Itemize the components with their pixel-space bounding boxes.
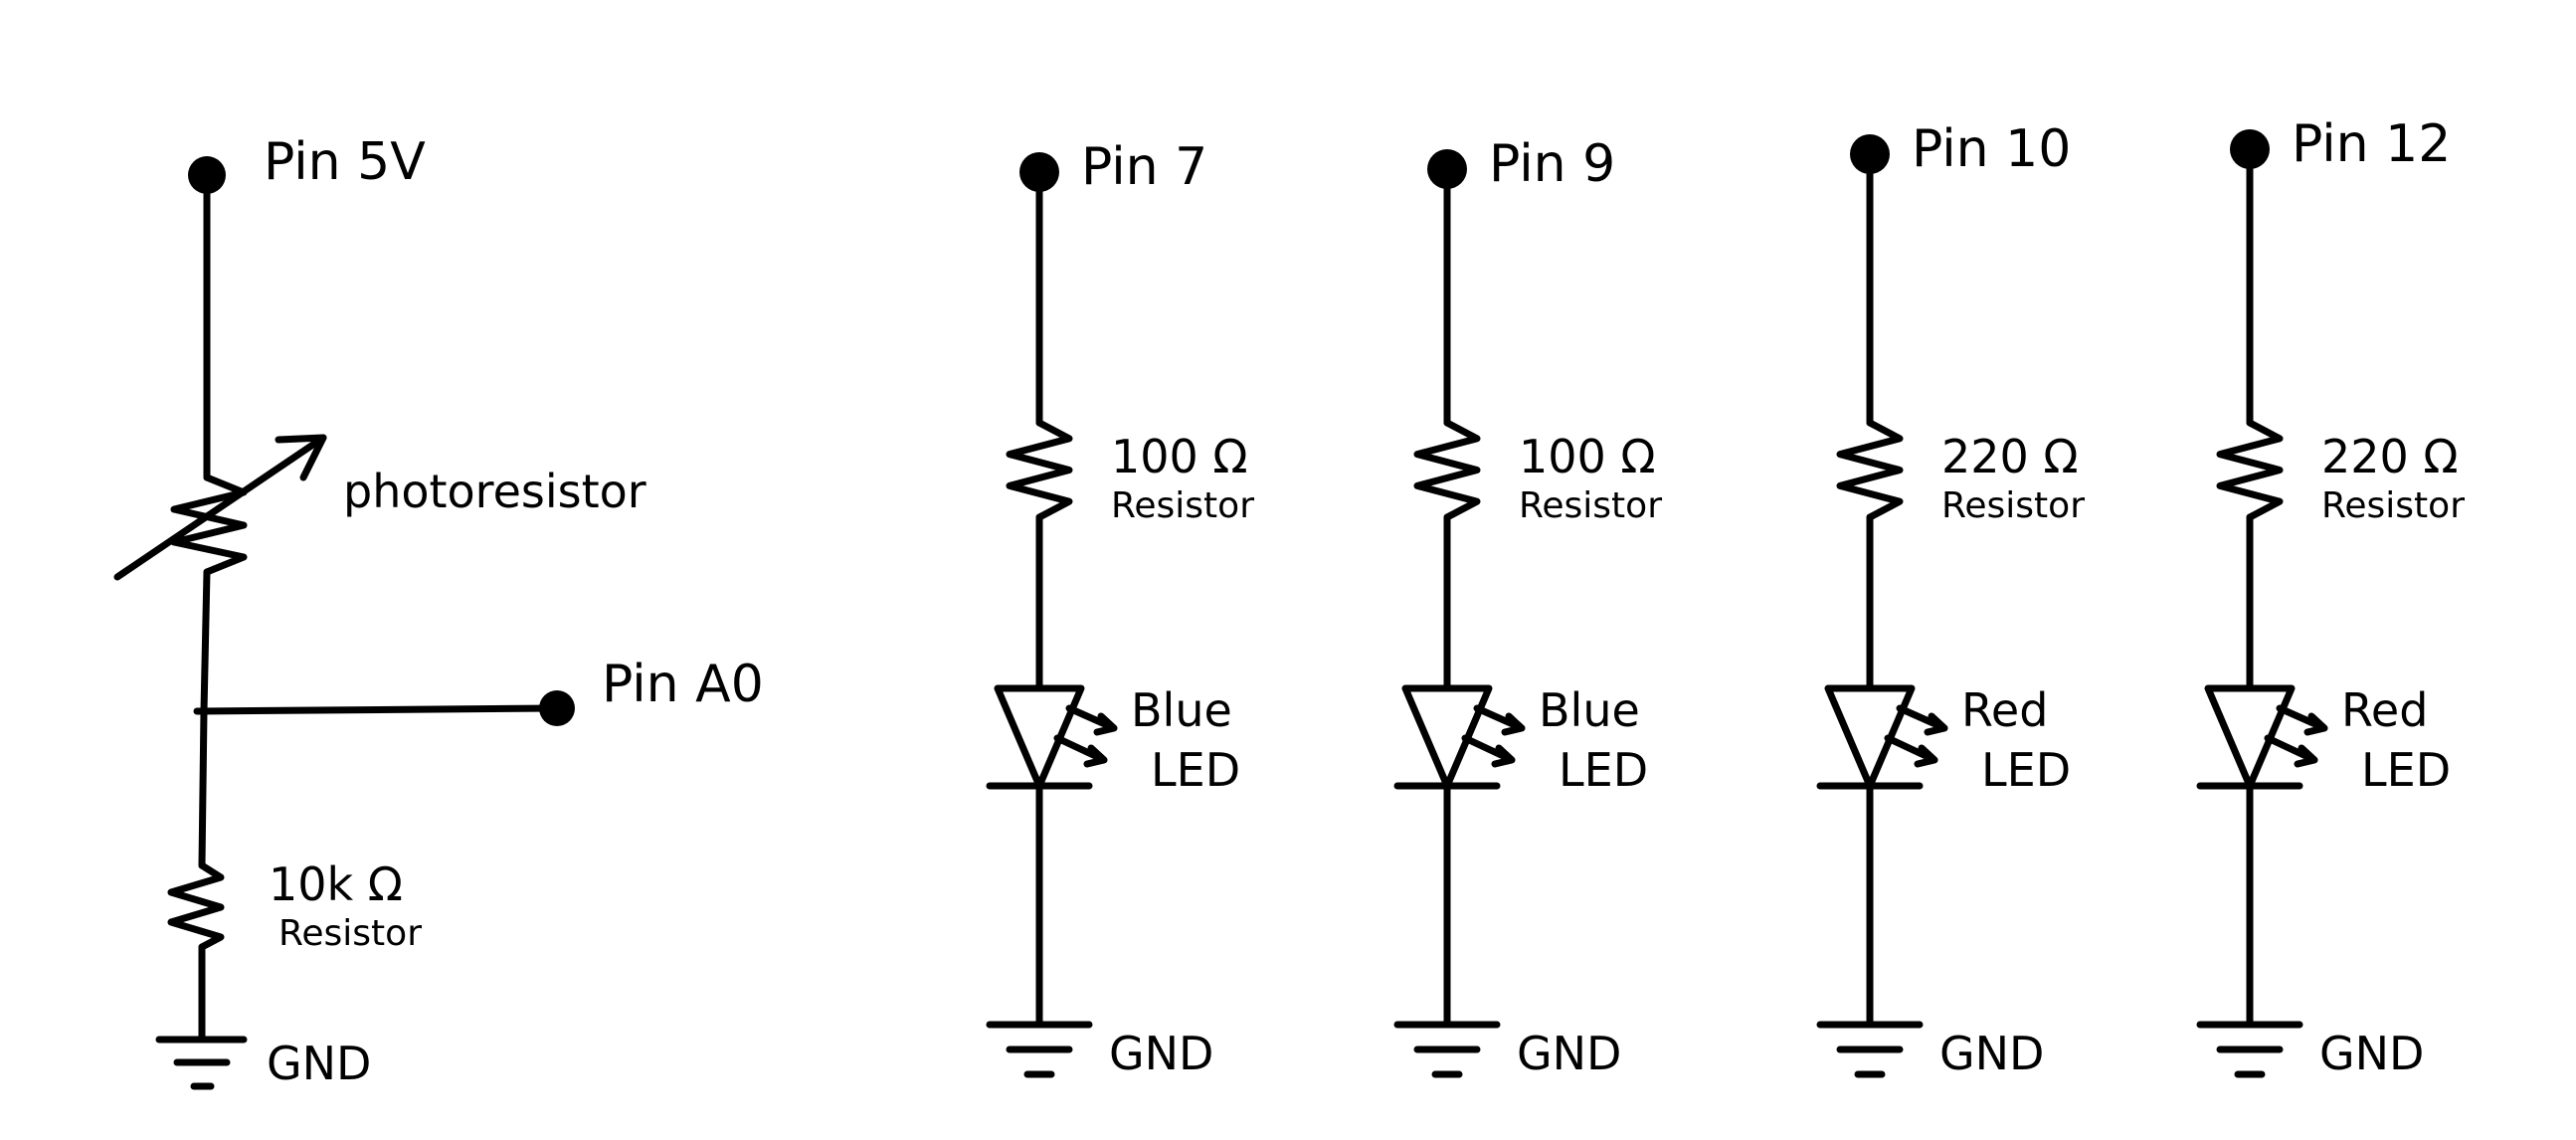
resistor-symbol bbox=[1413, 419, 1481, 521]
led-word-label: LED bbox=[1981, 743, 2071, 797]
resistor-word: Resistor bbox=[2321, 485, 2465, 526]
pin-terminal bbox=[2230, 129, 2270, 169]
pin-a0-terminal bbox=[539, 690, 575, 726]
ground-symbol bbox=[155, 1036, 248, 1090]
photoresistor-label: photoresistor bbox=[343, 465, 646, 518]
led-color-label: Blue bbox=[1539, 683, 1640, 737]
resistor-value: 220 Ω bbox=[1941, 430, 2079, 483]
pin-terminal bbox=[1427, 149, 1467, 189]
pin-terminal bbox=[1850, 134, 1890, 174]
resistor-10k-symbol bbox=[167, 861, 225, 951]
gnd-label: GND bbox=[267, 1037, 371, 1090]
photoresistor-circuit: Pin 5V photoresistor Pin A0 10k Ω Resist… bbox=[113, 132, 764, 1090]
pin-5v-terminal bbox=[188, 156, 226, 194]
pin-label: Pin 12 bbox=[2292, 114, 2451, 174]
led-word-label: LED bbox=[1151, 743, 1240, 797]
photoresistor-symbol bbox=[170, 474, 248, 576]
led-word-label: LED bbox=[2361, 743, 2451, 797]
resistor-symbol bbox=[2216, 419, 2284, 521]
resistor-value: 220 Ω bbox=[2321, 430, 2459, 483]
pin-terminal bbox=[1019, 152, 1059, 192]
ground-symbol bbox=[1816, 1021, 1924, 1078]
ground-symbol bbox=[2196, 1021, 2303, 1078]
photoresistor-arrow bbox=[113, 434, 327, 581]
ground-symbol bbox=[986, 1021, 1093, 1078]
led-emission-arrows bbox=[1461, 704, 1526, 768]
led-word-label: LED bbox=[1559, 743, 1648, 797]
resistor-word: Resistor bbox=[1941, 485, 2085, 526]
wire-node-to-a0 bbox=[193, 704, 559, 715]
resistor-10k-value: 10k Ω bbox=[269, 857, 403, 911]
led-color-label: Red bbox=[2341, 683, 2428, 737]
led-emission-arrows bbox=[1053, 704, 1118, 768]
resistor-symbol bbox=[1836, 419, 1904, 521]
resistor-10k-word: Resistor bbox=[278, 913, 422, 954]
led-symbol bbox=[1401, 684, 1493, 790]
pin-a0-label: Pin A0 bbox=[602, 655, 764, 714]
pin-label: Pin 7 bbox=[1081, 137, 1207, 197]
resistor-word: Resistor bbox=[1111, 485, 1254, 526]
photoresistor-arrowhead bbox=[275, 434, 327, 481]
led-symbol bbox=[1824, 684, 1916, 790]
pin-5v-label: Pin 5V bbox=[264, 132, 426, 192]
ground-symbol bbox=[1393, 1021, 1501, 1078]
led-color-label: Red bbox=[1961, 683, 2048, 737]
pin-label: Pin 9 bbox=[1489, 134, 1615, 194]
led-symbol bbox=[994, 684, 1085, 790]
gnd-label: GND bbox=[1517, 1027, 1621, 1080]
gnd-label: GND bbox=[1939, 1027, 2044, 1080]
led-symbol bbox=[2204, 684, 2296, 790]
led-color-label: Blue bbox=[1131, 683, 1232, 737]
resistor-symbol bbox=[1006, 419, 1073, 521]
resistor-value: 100 Ω bbox=[1111, 430, 1248, 483]
gnd-label: GND bbox=[2319, 1027, 2424, 1080]
wire-node-to-10k bbox=[198, 707, 208, 869]
led-emission-arrows bbox=[2264, 704, 2328, 768]
led-emission-arrows bbox=[1884, 704, 1948, 768]
wire-photoresistor-to-node bbox=[200, 568, 211, 715]
pin-label: Pin 10 bbox=[1912, 119, 2071, 179]
resistor-word: Resistor bbox=[1519, 485, 1662, 526]
gnd-label: GND bbox=[1109, 1027, 1213, 1080]
resistor-value: 100 Ω bbox=[1519, 430, 1656, 483]
